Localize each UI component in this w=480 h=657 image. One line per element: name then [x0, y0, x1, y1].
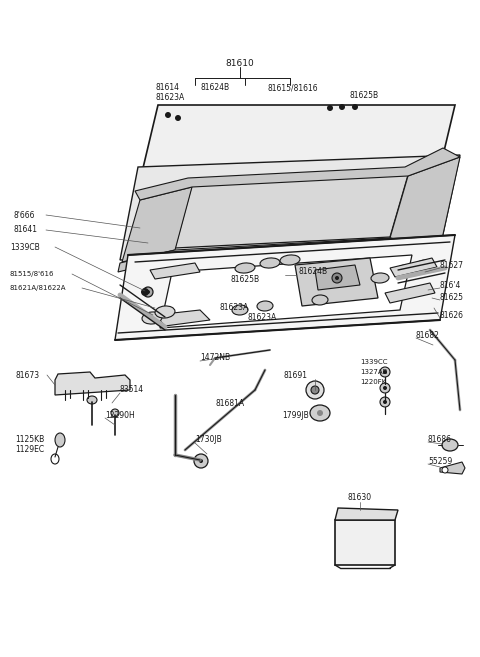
Text: 1129EC: 1129EC	[15, 445, 44, 455]
Circle shape	[380, 383, 390, 393]
Ellipse shape	[260, 258, 280, 268]
Polygon shape	[115, 235, 455, 340]
Polygon shape	[385, 283, 435, 303]
Polygon shape	[155, 310, 210, 326]
Polygon shape	[335, 508, 398, 520]
Polygon shape	[315, 265, 360, 290]
Ellipse shape	[371, 273, 389, 283]
Text: 1730JB: 1730JB	[195, 436, 222, 445]
Text: 81615/81616: 81615/81616	[268, 83, 319, 93]
Text: 81627: 81627	[440, 260, 464, 269]
Text: 1339CB: 1339CB	[10, 242, 40, 252]
Text: 81623A: 81623A	[248, 313, 277, 323]
Ellipse shape	[396, 265, 414, 275]
Circle shape	[383, 386, 387, 390]
Ellipse shape	[310, 405, 330, 421]
Text: 81626: 81626	[440, 311, 464, 319]
Circle shape	[383, 400, 387, 404]
Circle shape	[332, 273, 342, 283]
Polygon shape	[118, 238, 440, 272]
Text: 81682: 81682	[416, 330, 440, 340]
Polygon shape	[150, 263, 200, 279]
Ellipse shape	[416, 260, 434, 270]
Ellipse shape	[55, 433, 65, 447]
Circle shape	[383, 370, 387, 374]
Text: 12290H: 12290H	[105, 411, 135, 420]
Circle shape	[335, 276, 339, 280]
Circle shape	[380, 397, 390, 407]
Ellipse shape	[111, 409, 119, 417]
Text: 55259: 55259	[428, 457, 452, 466]
Polygon shape	[120, 155, 460, 260]
Polygon shape	[335, 520, 395, 565]
Text: 83514: 83514	[120, 386, 144, 394]
Circle shape	[352, 104, 358, 110]
Circle shape	[380, 367, 390, 377]
Text: 81623A: 81623A	[156, 93, 185, 102]
Circle shape	[339, 104, 345, 110]
Text: 81686: 81686	[428, 436, 452, 445]
Text: 816'4: 816'4	[440, 281, 461, 290]
Circle shape	[143, 287, 153, 297]
Text: 81641: 81641	[14, 225, 38, 235]
Polygon shape	[440, 462, 465, 474]
Text: 81624B: 81624B	[201, 83, 229, 93]
Circle shape	[146, 290, 150, 294]
Circle shape	[141, 288, 149, 296]
Ellipse shape	[155, 306, 175, 318]
Ellipse shape	[442, 439, 458, 451]
Ellipse shape	[232, 305, 248, 315]
Polygon shape	[133, 105, 455, 210]
Polygon shape	[160, 255, 412, 328]
Circle shape	[165, 112, 171, 118]
Polygon shape	[135, 148, 460, 200]
Polygon shape	[390, 157, 460, 248]
Polygon shape	[390, 258, 437, 277]
Text: 1799JB: 1799JB	[283, 411, 310, 420]
Ellipse shape	[257, 301, 273, 311]
Polygon shape	[122, 187, 192, 262]
Circle shape	[311, 386, 319, 394]
Text: 81673: 81673	[15, 371, 39, 380]
Circle shape	[317, 410, 323, 416]
Text: 81625: 81625	[440, 294, 464, 302]
Text: 1125KB: 1125KB	[15, 436, 44, 445]
Polygon shape	[295, 258, 378, 306]
Ellipse shape	[142, 312, 162, 324]
Circle shape	[327, 105, 333, 111]
Text: 81625B: 81625B	[350, 91, 379, 99]
Text: 81691: 81691	[284, 371, 308, 380]
Text: 81623A: 81623A	[220, 304, 249, 313]
Text: 8'666: 8'666	[14, 210, 36, 219]
Ellipse shape	[87, 396, 97, 404]
Text: 81681A: 81681A	[215, 399, 244, 409]
Polygon shape	[55, 372, 130, 395]
Text: 1472NB: 1472NB	[200, 353, 230, 363]
Text: 1220FK: 1220FK	[360, 379, 386, 385]
Circle shape	[175, 115, 181, 121]
Ellipse shape	[312, 295, 328, 305]
Circle shape	[194, 454, 208, 468]
Circle shape	[442, 467, 448, 473]
Text: 81630: 81630	[348, 493, 372, 503]
Text: 81614: 81614	[156, 83, 180, 93]
Text: 1339CC: 1339CC	[360, 359, 387, 365]
Text: 81515/8'616: 81515/8'616	[10, 271, 55, 277]
Polygon shape	[175, 175, 408, 248]
Text: 81610: 81610	[226, 58, 254, 68]
Circle shape	[306, 381, 324, 399]
Ellipse shape	[280, 255, 300, 265]
Text: 81621A/81622A: 81621A/81622A	[10, 285, 67, 291]
Text: 1327AB: 1327AB	[360, 369, 387, 375]
Circle shape	[199, 459, 203, 463]
Text: 81624B: 81624B	[299, 267, 327, 277]
Ellipse shape	[235, 263, 255, 273]
Text: 81625B: 81625B	[230, 275, 260, 284]
